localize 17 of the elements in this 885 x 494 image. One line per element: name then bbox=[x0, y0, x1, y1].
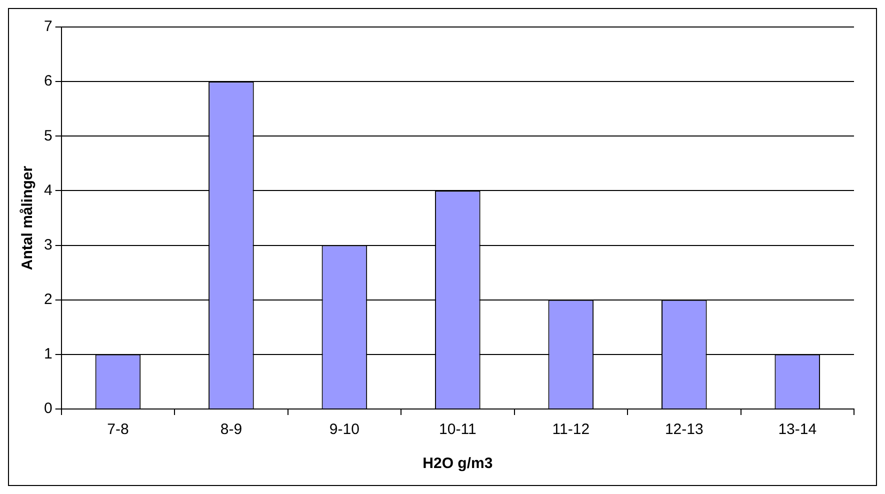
y-tick-label: 3 bbox=[44, 236, 52, 254]
x-tick-label: 13-14 bbox=[778, 421, 817, 438]
y-tick-label: 7 bbox=[44, 18, 52, 36]
y-tick-label: 1 bbox=[44, 346, 52, 363]
y-tick-label: 5 bbox=[44, 127, 52, 144]
x-tick-label: 8-9 bbox=[220, 421, 242, 438]
x-tick-label: 10-11 bbox=[439, 421, 476, 438]
y-tick-label: 0 bbox=[44, 400, 52, 418]
x-tick-label: 11-12 bbox=[552, 421, 590, 438]
x-tick-label: 9-10 bbox=[329, 421, 360, 438]
x-axis-title: H2O g/m3 bbox=[422, 455, 493, 472]
y-axis-title: Antal målinger bbox=[19, 166, 36, 270]
y-tick-label: 4 bbox=[44, 182, 52, 199]
x-tick-label: 7-8 bbox=[107, 421, 129, 438]
y-tick-label: 2 bbox=[44, 291, 52, 308]
y-tick-label: 6 bbox=[44, 72, 52, 90]
x-tick-label: 12-13 bbox=[664, 421, 704, 438]
